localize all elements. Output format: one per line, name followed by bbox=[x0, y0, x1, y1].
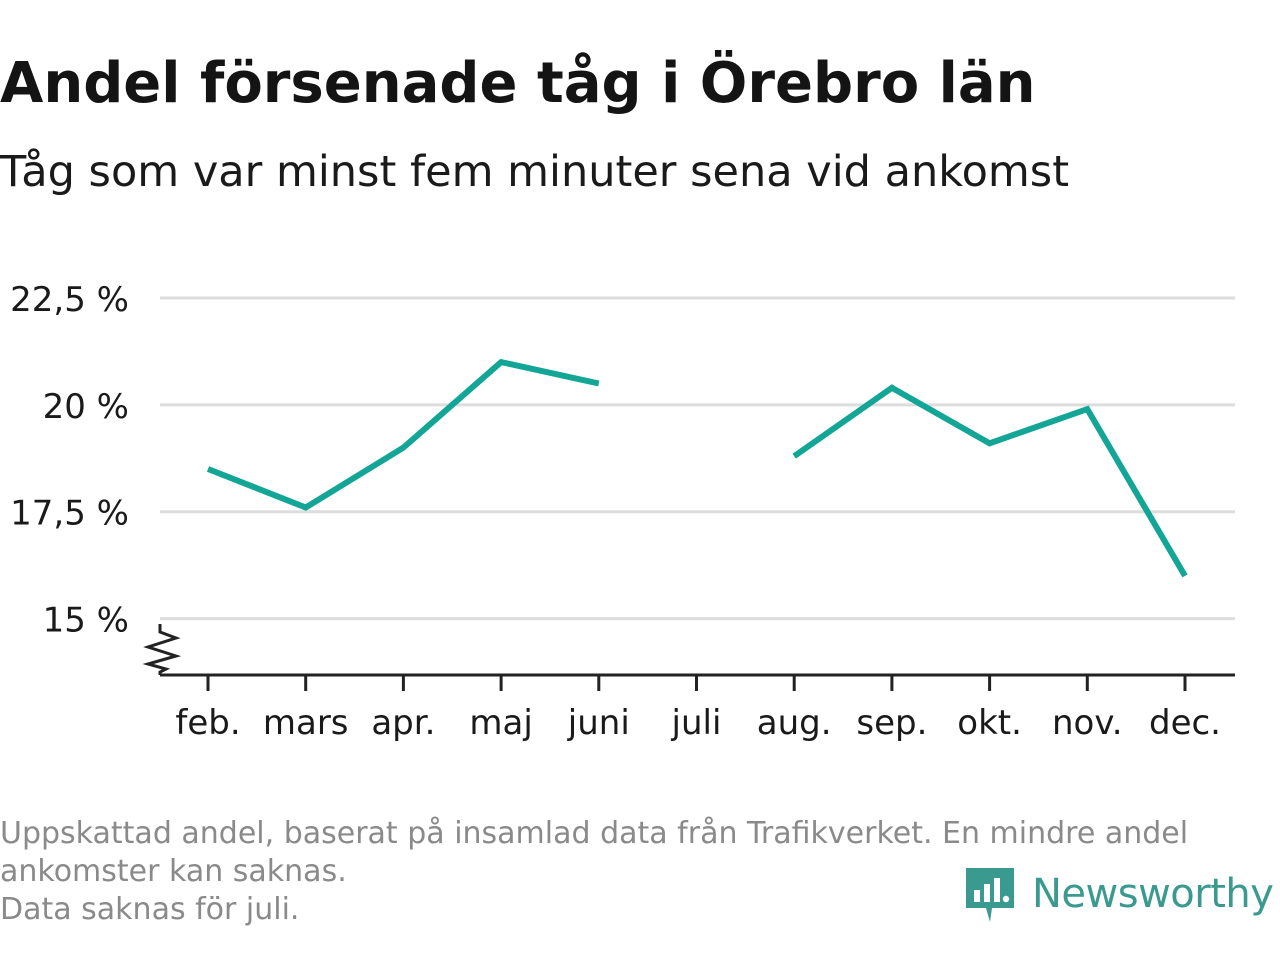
footnote-line: Data saknas för juli. bbox=[0, 892, 300, 927]
brand-name: Newsworthy bbox=[1032, 871, 1274, 917]
x-axis-tick-labels: feb. mars apr. maj juni juli aug. sep. okt. nov. d… bbox=[175, 703, 1221, 743]
series-line bbox=[206, 358, 1188, 578]
footnote-line: Uppskattad andel, baserat på insamlad da… bbox=[0, 816, 1189, 851]
y-tick-label: 20 % bbox=[43, 387, 129, 427]
x-tick-label: mars bbox=[263, 703, 349, 743]
y-axis-tick-labels: 15 % 17,5 % 20 % 22,5 % bbox=[10, 280, 129, 641]
x-tick-label: feb. bbox=[175, 703, 240, 743]
series-line-segment bbox=[792, 384, 1188, 578]
chart-title: Andel försenade tåg i Örebro län bbox=[0, 51, 1036, 116]
x-tick-label: nov. bbox=[1052, 703, 1123, 743]
x-tick-label: okt. bbox=[957, 703, 1022, 743]
x-tick-label: dec. bbox=[1149, 703, 1221, 743]
x-tick-label: juni bbox=[567, 703, 630, 743]
x-tick-label: maj bbox=[469, 703, 532, 743]
y-tick-label: 22,5 % bbox=[10, 280, 129, 320]
x-tick-label: aug. bbox=[757, 703, 832, 743]
gridlines bbox=[160, 296, 1235, 621]
newsworthy-logo-icon bbox=[966, 868, 1014, 922]
y-tick-label: 15 % bbox=[43, 601, 129, 641]
footnote: Uppskattad andel, baserat på insamlad da… bbox=[0, 815, 1270, 929]
series-line-segment bbox=[206, 358, 600, 511]
x-tick-label: juli bbox=[671, 703, 722, 743]
footnote-line: ankomster kan saknas. bbox=[0, 854, 347, 889]
x-axis bbox=[142, 624, 1235, 691]
x-tick-label: apr. bbox=[371, 703, 435, 743]
x-tick-label: sep. bbox=[856, 703, 927, 743]
brand-mark: Newsworthy bbox=[964, 864, 1274, 924]
chart-subtitle: Tåg som var minst fem minuter sena vid a… bbox=[0, 147, 1070, 197]
y-tick-label: 17,5 % bbox=[10, 494, 129, 534]
y-axis-break bbox=[142, 624, 182, 675]
